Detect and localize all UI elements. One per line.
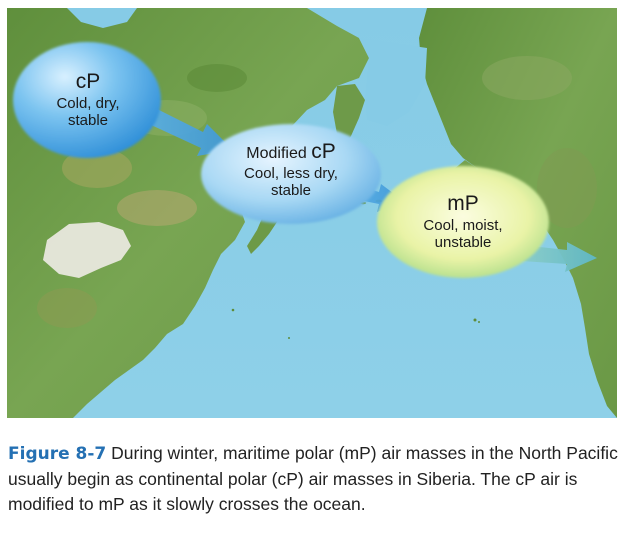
north-america-landmass [419,8,617,418]
mp-bubble [377,166,549,278]
tibetan-plateau [43,222,131,278]
pacific-islands [231,308,480,339]
map-figure: cP Cold, dry, stable Modified cP Cool, l… [7,8,617,418]
cp-bubble [13,42,161,158]
caption-text: During winter, maritime polar (mP) air m… [8,443,618,514]
modified-cp-bubble [201,124,381,224]
mp-title: mP [447,192,479,215]
arctic-ocean-asia [67,8,137,28]
modified-cp-label: Modified cP Cool, less dry, stable [211,140,371,200]
modified-cp-prefix: Modified [246,145,312,162]
cp-title: cP [75,70,101,93]
mp-label: mP Cool, moist, unstable [393,192,533,252]
kamchatka [333,84,365,148]
modified-cp-line-1: Cool, less dry, [244,164,338,182]
modified-cp-name: cP [311,140,336,163]
figure-caption: Figure 8-7 During winter, maritime polar… [8,441,618,517]
mp-line-2: unstable [434,234,492,252]
cp-line-1: Cold, dry, [56,94,120,112]
figure-label: Figure 8-7 [8,444,107,464]
cp-label: cP Cold, dry, stable [23,70,153,130]
map-graphic [7,8,617,418]
mp-line-1: Cool, moist, [423,216,503,234]
modified-cp-title: Modified cP [211,140,371,165]
cp-line-2: stable [67,112,109,130]
bering-sea [359,38,427,126]
modified-cp-line-2: stable [270,182,312,200]
